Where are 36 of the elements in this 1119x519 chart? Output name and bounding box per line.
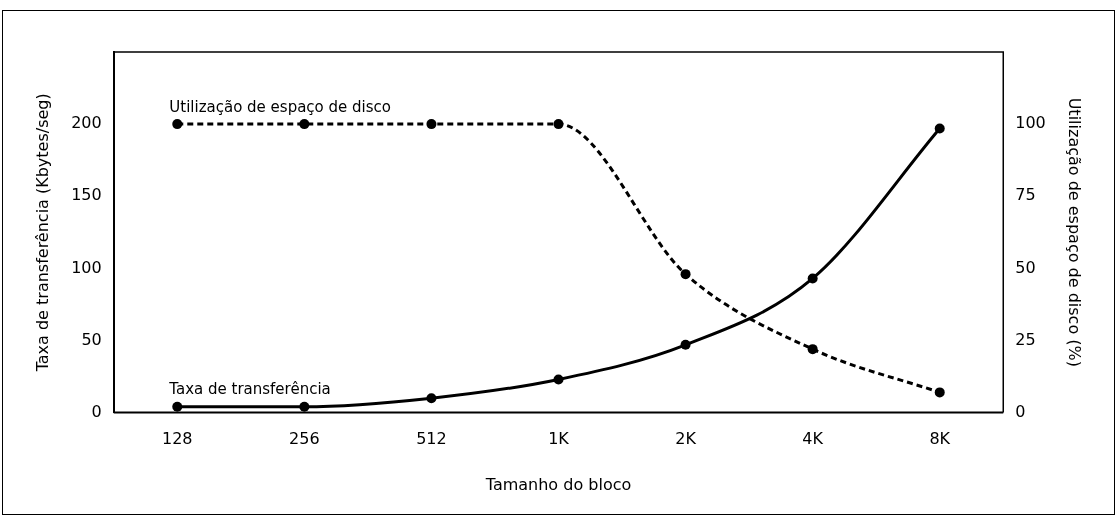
point bbox=[299, 119, 310, 130]
y-tick-label: 150 bbox=[71, 185, 102, 205]
y-axis-title: Taxa de transferência (Kbytes/seg) bbox=[32, 93, 52, 373]
point bbox=[934, 387, 945, 398]
point bbox=[299, 401, 310, 412]
point bbox=[807, 344, 818, 355]
x-tick-label: 256 bbox=[289, 429, 320, 449]
y-tick-label: 200 bbox=[71, 113, 102, 133]
point bbox=[807, 273, 818, 284]
x-tick-label: 512 bbox=[416, 429, 447, 449]
x-tick-label: 128 bbox=[162, 429, 193, 449]
point bbox=[934, 123, 945, 134]
y2-tick-label: 50 bbox=[1015, 257, 1036, 277]
y2-tick-label: 0 bbox=[1015, 401, 1026, 421]
x-tick-label: 2K bbox=[675, 429, 697, 449]
y-tick-label: 50 bbox=[81, 329, 102, 349]
series-label: Taxa de transferência bbox=[168, 380, 331, 399]
point bbox=[553, 374, 564, 385]
x-tick-label: 1K bbox=[548, 429, 570, 449]
x-tick-label: 4K bbox=[802, 429, 824, 449]
y-tick-label: 0 bbox=[91, 401, 102, 421]
y2-tick-label: 25 bbox=[1015, 329, 1036, 349]
point bbox=[172, 119, 183, 130]
x-axis-title: Tamanho do bloco bbox=[484, 474, 632, 494]
y2-axis-title: Utilização de espaço de disco (%) bbox=[1065, 97, 1085, 367]
y2-tick-label: 100 bbox=[1015, 113, 1046, 133]
x-tick-label: 8K bbox=[929, 429, 951, 449]
point bbox=[426, 393, 437, 404]
point bbox=[426, 119, 437, 130]
point bbox=[680, 269, 691, 280]
y2-tick-label: 75 bbox=[1015, 185, 1036, 205]
y-tick-label: 100 bbox=[71, 257, 102, 277]
point bbox=[680, 339, 691, 350]
point bbox=[172, 401, 183, 412]
series-label: Utilização de espaço de disco bbox=[169, 97, 392, 116]
point bbox=[553, 119, 564, 130]
